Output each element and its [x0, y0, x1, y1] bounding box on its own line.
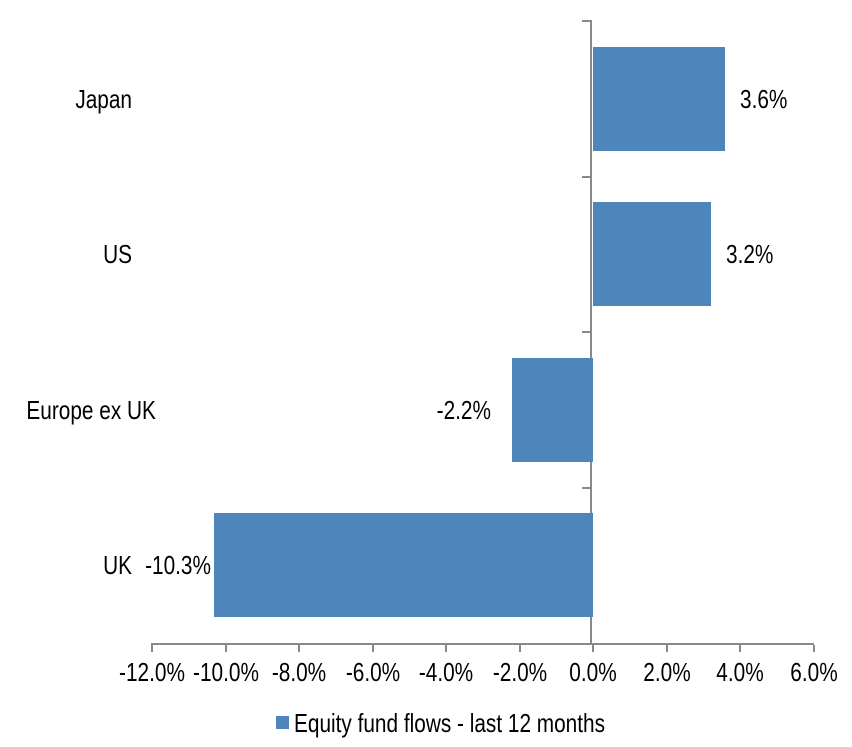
legend-label: Equity fund flows - last 12 months [294, 708, 605, 738]
x-tick-label: -4.0% [418, 657, 474, 687]
bar-value-label-us: 3.2% [726, 239, 774, 269]
y-tick [582, 176, 591, 178]
x-tick [298, 645, 300, 652]
y-tick [582, 487, 591, 489]
y-tick [582, 20, 591, 22]
y-axis-line [590, 20, 592, 645]
bar-uk [214, 513, 593, 617]
x-tick [592, 645, 594, 652]
x-tick [225, 645, 227, 652]
category-label-uk: UK [103, 550, 132, 580]
x-tick-label: -8.0% [271, 657, 327, 687]
x-tick-label: 4.0% [716, 657, 764, 687]
bar-europe-ex-uk [512, 358, 593, 462]
x-tick [519, 645, 521, 652]
x-tick-label: -10.0% [193, 657, 259, 687]
bar-value-label-japan: 3.6% [740, 84, 788, 114]
bar-value-label-uk: -10.3% [145, 550, 211, 580]
bar-japan [593, 47, 725, 151]
legend-marker-icon [276, 716, 289, 729]
bar-us [593, 202, 711, 306]
x-tick [739, 645, 741, 652]
x-tick [372, 645, 374, 652]
x-tick-label: -2.0% [492, 657, 548, 687]
x-tick-label: 2.0% [643, 657, 691, 687]
x-tick-label: -6.0% [345, 657, 401, 687]
x-tick [445, 645, 447, 652]
x-tick-label: -12.0% [119, 657, 185, 687]
x-tick [666, 645, 668, 652]
x-tick [813, 645, 815, 652]
category-label-japan: Japan [75, 84, 132, 114]
x-tick-label: 6.0% [790, 657, 838, 687]
y-tick [582, 331, 591, 333]
category-label-us: US [103, 239, 132, 269]
x-tick [151, 645, 153, 652]
x-tick-label: 0.0% [569, 657, 617, 687]
bar-value-label-europe-ex-uk: -2.2% [436, 395, 491, 425]
category-label-europe-ex-uk: Europe ex UK [26, 395, 156, 425]
x-axis-line [151, 643, 814, 645]
